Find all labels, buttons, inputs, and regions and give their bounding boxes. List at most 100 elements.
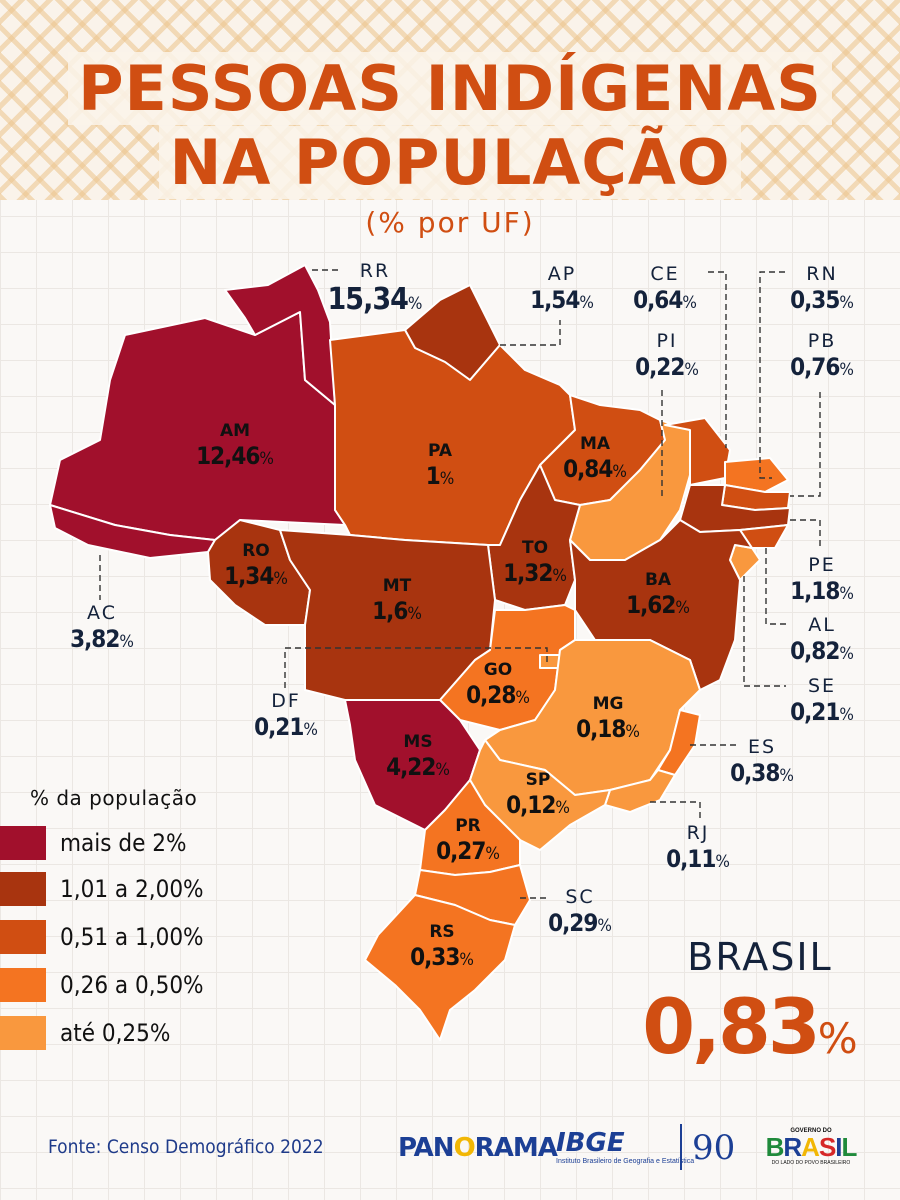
label-TO-value: 1,32% [503,559,567,587]
label-ES-code: ES [747,736,777,758]
label-RR-code: RR [359,260,391,282]
legend-label: até 0,25% [60,1019,171,1047]
label-SP: SP 0,12% [498,770,578,819]
label-MS-value: 4,22% [386,753,450,781]
label-CE-value: 0,64% [633,286,697,314]
label-DF-code: DF [271,690,301,712]
label-MS-code: MS [403,732,433,752]
leader-RN [759,271,785,479]
label-AC-value: 3,82% [70,625,134,653]
state-TO[interactable] [487,464,581,611]
label-PR-code: PR [455,816,481,836]
label-AP-value: 1,54% [530,286,594,314]
label-MG-code: MG [592,694,624,714]
label-SC: SC 0,29% [540,886,620,936]
label-GO-value: 0,28% [466,681,530,709]
label-PI-code: PI [656,330,678,352]
label-PA: PA 1% [400,443,480,490]
label-RN-code: RN [806,263,838,285]
label-SP-value: 0,12% [506,791,570,819]
label-BA-code: BA [644,570,672,590]
label-PI: PI 0,22% [627,330,707,381]
label-MG-value: 0,18% [576,715,640,743]
label-BA: BA 1,62% [618,570,698,619]
legend-label: 1,01 a 2,00% [60,875,204,903]
legend-item: 0,51 a 1,00% [0,920,204,954]
title-line-1: PESSOAS INDÍGENAS [0,52,900,125]
legend-title: % da população [30,786,198,810]
leader-RJ [650,801,701,822]
ibge-90-years-logo: 90 [692,1128,736,1168]
label-MS: MS 4,22% [378,732,458,781]
label-RS-code: RS [429,922,455,942]
panorama-logo: PAN O RAMA [398,1133,558,1163]
state-RS[interactable] [364,894,516,1041]
logo-divider [680,1124,682,1170]
brasil-label: BRASIL [687,935,833,979]
label-PA-value: 1% [425,462,455,490]
label-RN: RN 0,35% [782,263,862,313]
leader-DF [284,647,548,690]
label-SC-code: SC [565,886,595,908]
legend-swatch [0,1016,46,1050]
label-RO: RO 1,34% [216,541,296,590]
label-RO-code: RO [242,541,270,561]
leader-PE [790,519,821,548]
legend-swatch [0,826,46,860]
label-ES-value: 0,38% [730,759,794,787]
label-GO-code: GO [483,660,513,680]
legend-label: 0,51 a 1,00% [60,923,204,951]
label-PB-value: 0,76% [790,353,854,381]
label-MA-value: 0,84% [563,455,627,483]
label-PE-code: PE [808,554,836,576]
legend-item: 1,01 a 2,00% [0,872,204,906]
label-AC: AC 3,82% [62,602,142,653]
state-RN[interactable] [724,457,789,493]
label-MT-value: 1,6% [372,597,422,625]
label-MA-code: MA [579,434,611,454]
subtitle: (% por UF) [365,206,535,239]
state-RJ[interactable] [604,769,676,813]
legend-item: 0,26 a 0,50% [0,968,204,1002]
legend-label: mais de 2% [60,829,187,857]
title-line-2: NA POPULAÇÃO [0,126,900,199]
source-note: Fonte: Censo Demográfico 2022 [48,1136,324,1158]
label-SE: SE 0,21% [782,675,862,726]
label-RJ-value: 0,11% [666,845,730,873]
label-PR: PR 0,27% [428,816,508,865]
leader-SE [743,576,786,687]
label-PR-value: 0,27% [436,837,500,865]
label-RR: RR 15,34% [325,262,425,315]
label-AC-code: AC [87,602,117,624]
legend-item: mais de 2% [0,826,186,860]
label-ES: ES 0,38% [722,736,802,787]
label-MA: MA 0,84% [555,434,635,483]
label-MT-code: MT [382,576,412,596]
label-PI-value: 0,22% [635,353,699,381]
legend-label: 0,26 a 0,50% [60,971,204,999]
label-TO: TO 1,32% [495,540,575,587]
label-SE-value: 0,21% [790,698,854,726]
label-PB-code: PB [807,330,837,352]
leader-AP [500,320,561,346]
label-MG: MG 0,18% [568,694,648,743]
label-GO: GO 0,28% [458,660,538,709]
label-AL-value: 0,82% [790,637,854,665]
label-RS: RS 0,33% [402,922,482,970]
label-CE-code: CE [650,263,680,285]
label-AP: AP 1,54% [522,265,602,314]
legend-swatch [0,872,46,906]
label-BA-value: 1,62% [626,591,690,619]
label-SP-code: SP [525,770,551,790]
label-RJ: RJ 0,11% [658,824,738,873]
label-AM-value: 12,46% [196,442,274,470]
label-PB: PB 0,76% [782,330,862,381]
label-RR-value: 15,34% [327,282,423,317]
governo-brasil-wordmark: BRASIL [765,1132,858,1162]
label-SE-code: SE [807,675,837,697]
label-PE-value: 1,18% [790,577,854,605]
label-RO-value: 1,34% [224,562,288,590]
brasil-value: 0,83% [642,982,858,1071]
legend-swatch [0,968,46,1002]
